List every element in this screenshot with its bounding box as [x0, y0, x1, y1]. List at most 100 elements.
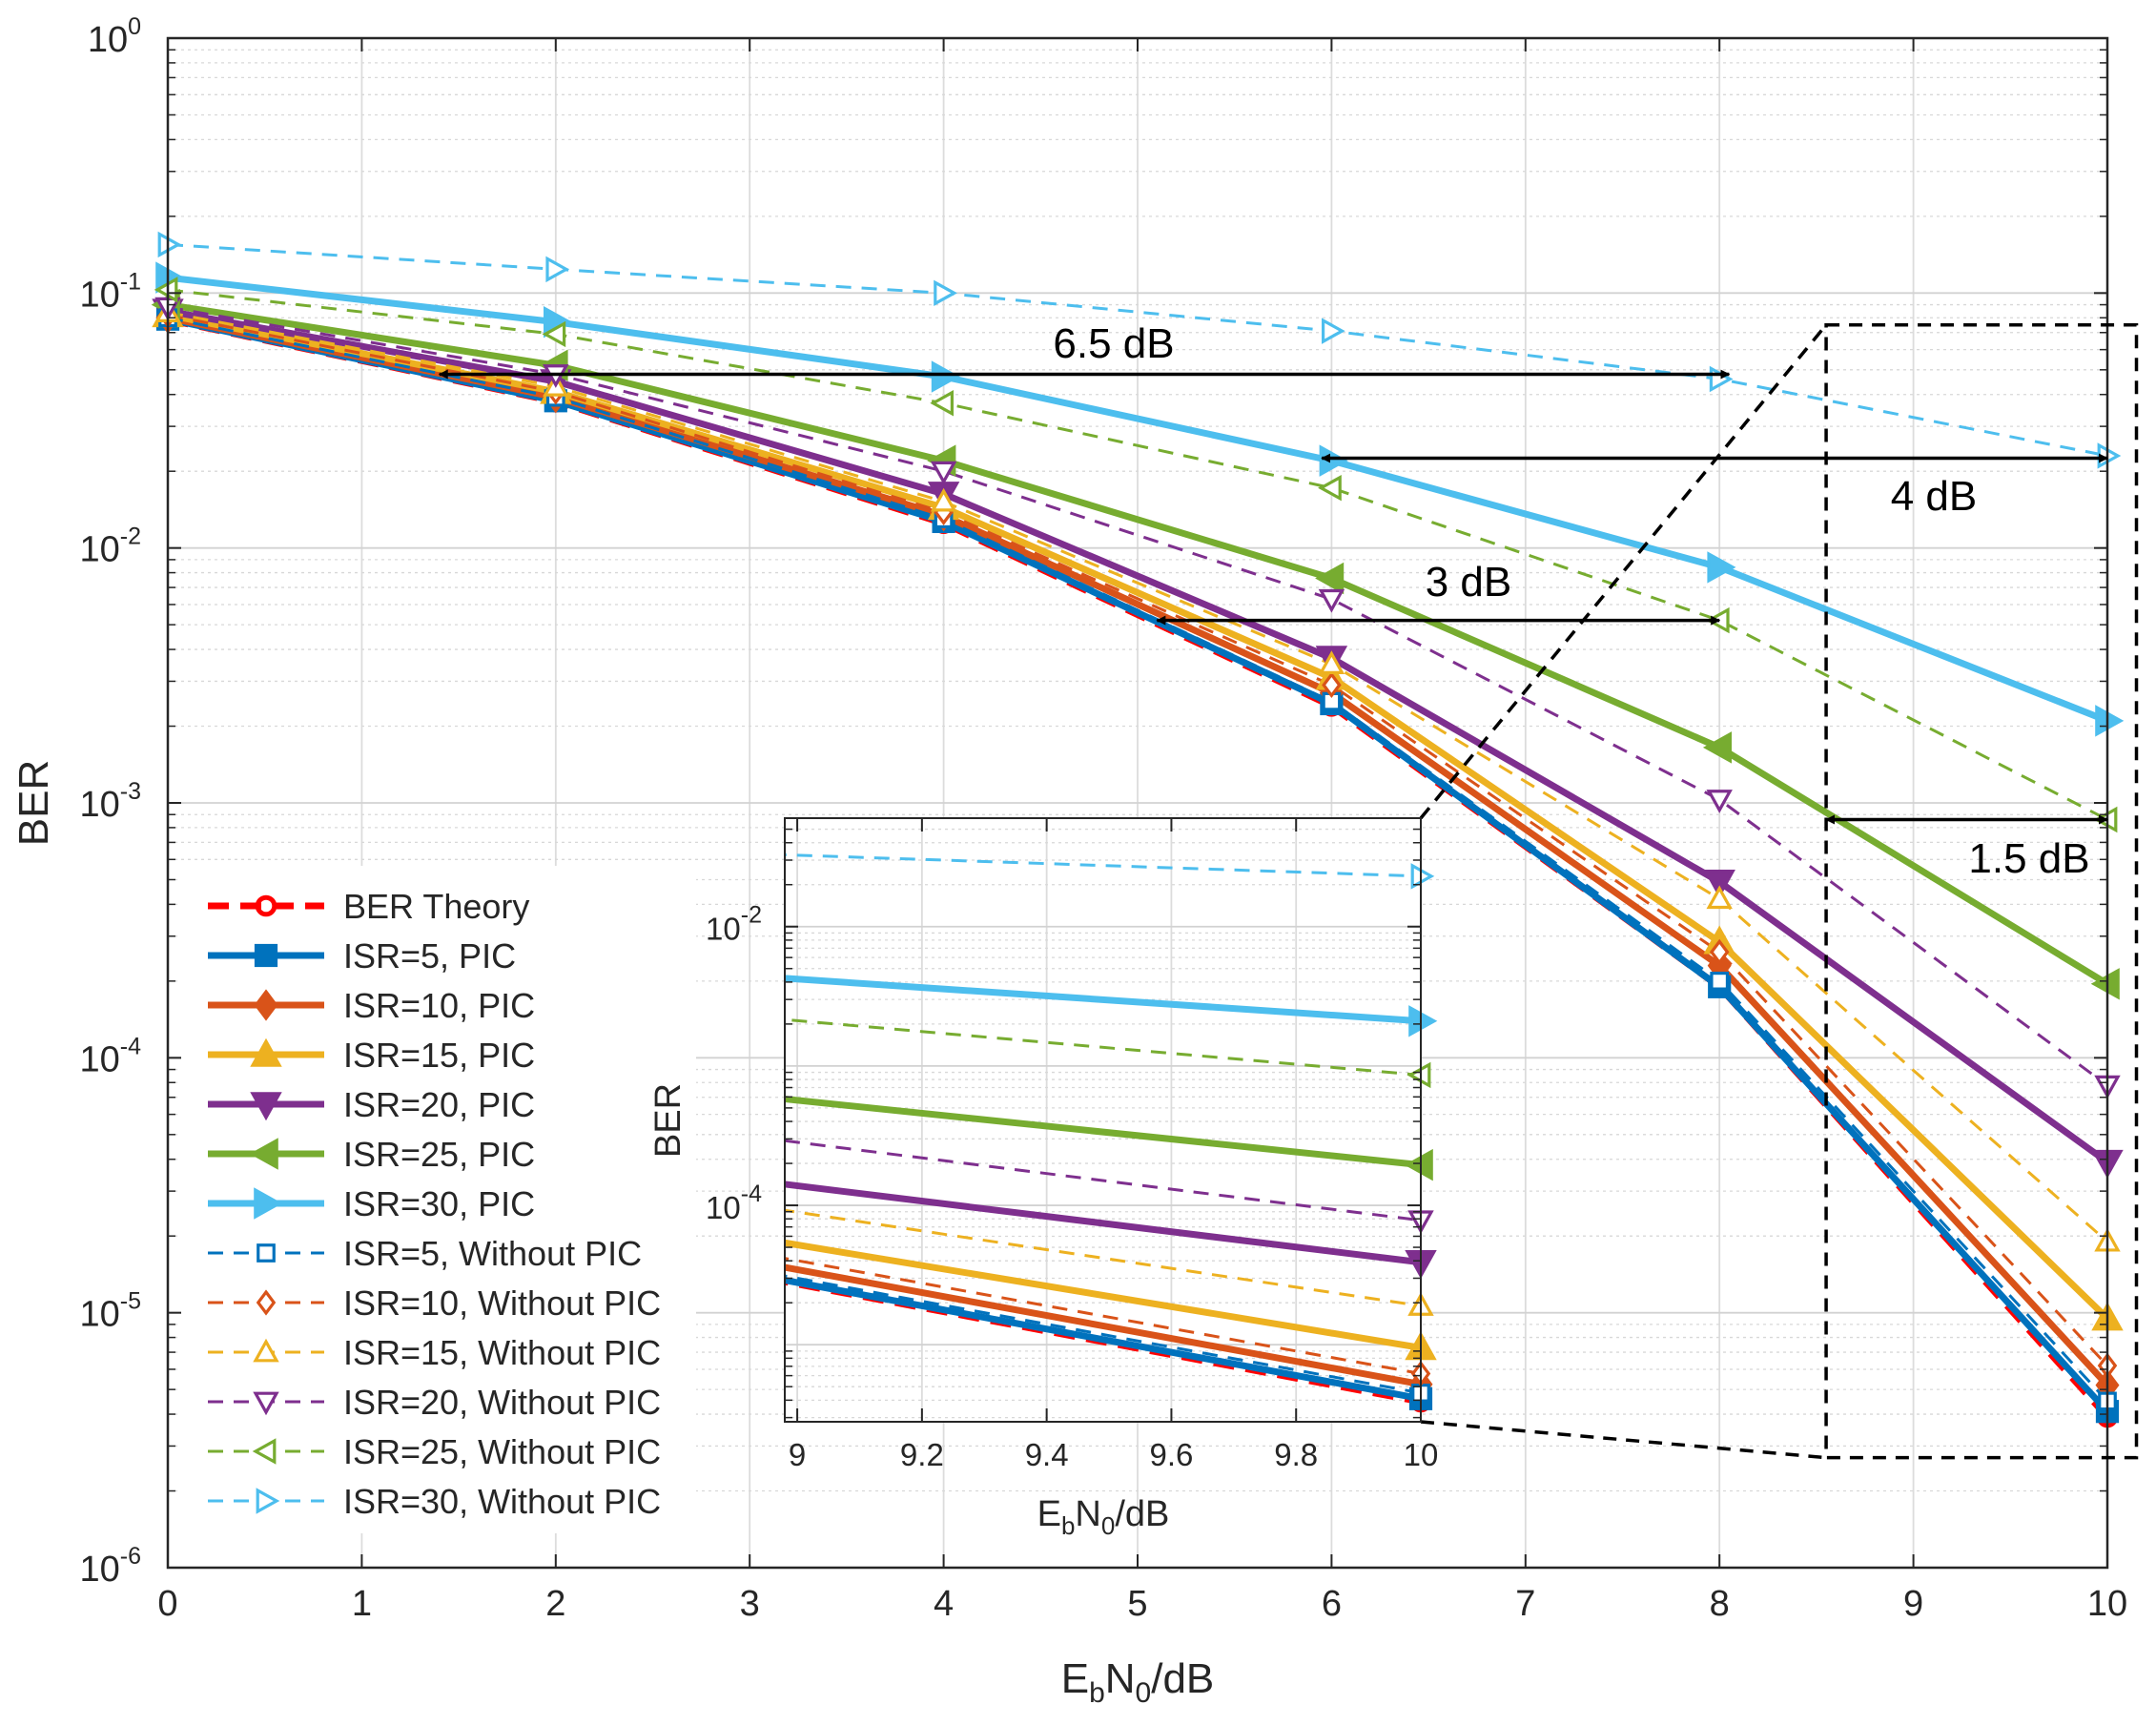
inset-x-tick-label: 9.8 — [1274, 1437, 1318, 1472]
gain-label: 4 dB — [1891, 473, 1978, 520]
main-y-tick-label: 10-6 — [79, 1543, 141, 1590]
main-marker-isr-30-pic — [1707, 551, 1736, 584]
inset-marker-isr-25-without-pic — [1407, 1061, 1431, 1089]
legend-marker-isr-25-without-pic — [252, 1438, 277, 1465]
main-marker-isr-15-without-pic — [1318, 650, 1345, 674]
main-x-tick-labels: 0 1 2 3 4 5 6 7 8 9 10 — [157, 1584, 2127, 1624]
main-marker-isr-25-without-pic — [1318, 474, 1342, 502]
legend-label: BER Theory — [343, 887, 529, 926]
main-marker-isr-25-without-pic — [930, 390, 955, 417]
main-y-tick-labels: 100 10-1 10-2 10-3 10-4 10-5 10-6 — [79, 13, 141, 1590]
main-series-line-isr-30-pic — [167, 274, 2109, 725]
inset-plot-area: 9 9.2 9.4 9.6 9.8 10 10-2 10-4 EbN0/dB BER — [648, 817, 1438, 1540]
main-x-tick-label: 3 — [740, 1584, 760, 1624]
main-series-line-isr-25-without-pic — [167, 288, 2108, 821]
legend-marker-isr-15-without-pic — [253, 1338, 279, 1363]
main-marker-isr-25-pic — [1702, 731, 1733, 764]
legend-marker-isr-30-pic — [254, 1187, 283, 1220]
legend-label: ISR=25, Without PIC — [343, 1432, 661, 1471]
main-x-tick-label: 2 — [545, 1584, 565, 1624]
inset-tick-marks — [785, 817, 1422, 1422]
inset-y-tick-labels: 10-2 10-4 — [706, 902, 762, 1225]
main-series-line-isr-25-pic — [167, 301, 2109, 987]
main-series-line-isr-30-without-pic — [167, 242, 2108, 458]
main-y-tick-label: 10-1 — [79, 268, 141, 315]
main-marker-isr-30-without-pic — [545, 256, 570, 283]
main-marker-isr-25-pic — [1315, 562, 1345, 595]
main-marker-isr-30-without-pic — [1321, 318, 1345, 344]
inset-marker-isr-30-without-pic — [1410, 863, 1435, 890]
inset-plot-background — [785, 818, 1421, 1422]
gain-annotations: 6.5 dB 4 dB 3 dB 1.5 dB — [438, 320, 2108, 882]
main-marker-isr-10-without-pic — [1709, 938, 1730, 966]
main-marker-isr-10-without-pic — [1322, 671, 1342, 699]
legend-label: ISR=15, Without PIC — [343, 1333, 661, 1372]
main-series-line-isr-10-without-pic — [167, 313, 2109, 1367]
legend-marker-isr-15-pic — [250, 1037, 282, 1067]
legend-label: ISR=10, PIC — [343, 986, 535, 1025]
inset-y-tick-label: 10-4 — [706, 1181, 762, 1225]
legend-marker-isr-10-without-pic — [256, 1289, 277, 1316]
main-series-line-isr-10-pic — [167, 314, 2110, 1387]
main-y-tick-label: 10-2 — [79, 524, 141, 570]
legend-label: ISR=10, Without PIC — [343, 1283, 661, 1323]
inset-x-tick-label: 9.6 — [1149, 1437, 1193, 1472]
inset-marker-isr-25-pic — [1404, 1148, 1433, 1181]
gain-label: 1.5 dB — [1968, 835, 2089, 882]
main-x-tick-label: 6 — [1322, 1584, 1342, 1624]
legend-marker-isr-30-without-pic — [256, 1488, 280, 1514]
main-y-tick-label: 10-4 — [79, 1033, 141, 1079]
main-marker-isr-30-without-pic — [934, 279, 957, 307]
zoom-indicator — [1419, 322, 2139, 1460]
main-y-tick-label: 10-5 — [79, 1288, 141, 1335]
legend-label: ISR=5, Without PIC — [343, 1234, 642, 1273]
zoom-box — [1824, 322, 2139, 1460]
main-marker-isr-25-pic — [2090, 968, 2120, 1000]
inset-x-tick-label: 10 — [1404, 1437, 1439, 1472]
main-marker-isr-30-pic — [2095, 705, 2125, 737]
main-tick-marks — [167, 37, 2108, 1569]
main-x-tick-label: 10 — [2087, 1584, 2127, 1624]
main-marker-isr-15-without-pic — [1706, 885, 1733, 910]
main-x-tick-label: 0 — [157, 1584, 177, 1624]
inset-y-tick-label: 10-2 — [706, 902, 762, 947]
main-y-tick-label: 100 — [88, 13, 141, 60]
main-marker-isr-5-without-pic — [1710, 972, 1730, 991]
zoom-connector-top — [1419, 323, 1828, 820]
main-y-tick-label: 10-3 — [79, 778, 141, 825]
main-x-tick-label: 1 — [352, 1584, 372, 1624]
inset-x-tick-label: 9 — [789, 1437, 806, 1472]
legend-label: ISR=15, PIC — [343, 1036, 535, 1075]
main-marker-isr-20-without-pic — [1706, 790, 1733, 813]
legend-marker-ber-theory — [255, 894, 277, 917]
legend-label: ISR=20, PIC — [343, 1085, 535, 1124]
gain-label: 3 dB — [1426, 559, 1512, 606]
main-marker-isr-25-without-pic — [542, 320, 566, 348]
main-x-tick-label: 4 — [934, 1584, 954, 1624]
main-marker-isr-20-without-pic — [1318, 588, 1345, 613]
inset-y-axis-title: BER — [648, 1083, 688, 1158]
main-series-line-isr-5-without-pic — [167, 316, 2109, 1403]
main-x-tick-label: 7 — [1515, 1584, 1535, 1624]
legend-label: ISR=25, PIC — [343, 1135, 535, 1174]
inset-x-tick-labels: 9 9.2 9.4 9.6 9.8 10 — [789, 1437, 1438, 1472]
inset-x-tick-label: 9.4 — [1025, 1437, 1069, 1472]
main-x-tick-label: 9 — [1903, 1584, 1923, 1624]
main-marker-isr-20-without-pic — [930, 461, 957, 485]
legend-label: ISR=20, Without PIC — [343, 1383, 661, 1422]
main-x-tick-label: 8 — [1710, 1584, 1730, 1624]
legend-marker-isr-20-pic — [250, 1092, 282, 1121]
legend-label: ISR=30, Without PIC — [343, 1482, 661, 1521]
legend-marker-isr-25-pic — [249, 1138, 278, 1170]
gain-label: 6.5 dB — [1053, 320, 1174, 367]
inset-series-markers — [1404, 863, 1438, 1413]
legend-marker-isr-5-pic — [254, 943, 278, 968]
main-x-axis-title: EbN0/dB — [1061, 1655, 1215, 1709]
main-x-tick-label: 5 — [1127, 1584, 1147, 1624]
inset-marker-isr-30-pic — [1408, 1005, 1438, 1037]
main-marker-isr-20-pic — [1703, 870, 1735, 899]
legend-label: ISR=30, PIC — [343, 1184, 535, 1223]
legend-marker-isr-5-without-pic — [257, 1243, 276, 1263]
main-marker-isr-15-without-pic — [930, 487, 957, 512]
